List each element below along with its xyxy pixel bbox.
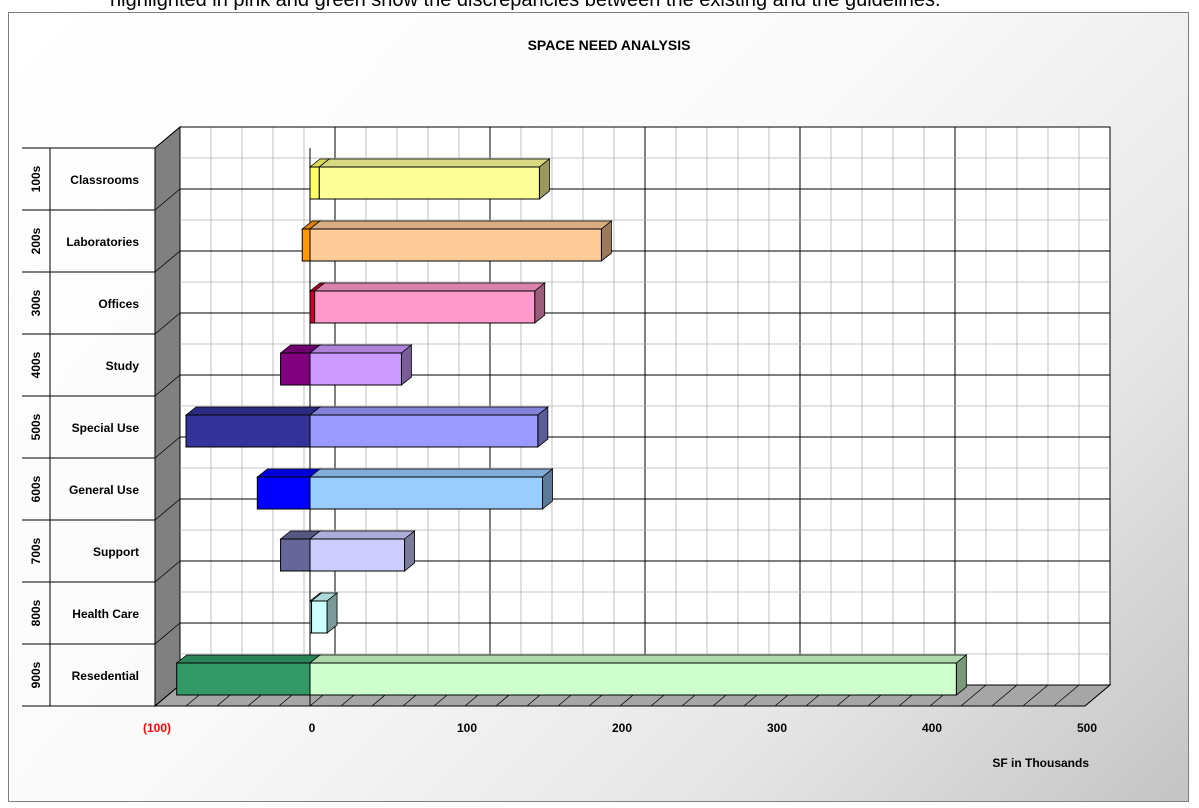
category-code-label: 400s: [29, 351, 43, 378]
x-axis-label: SF in Thousands: [992, 756, 1089, 770]
bars: [175, 158, 968, 696]
bar-front-face: [185, 414, 311, 448]
side-wall-separator: [154, 374, 181, 397]
bar-top-face: [256, 468, 322, 478]
bar-front-face: [314, 290, 536, 324]
x-tick-label: 0: [309, 721, 316, 735]
bar-front-face: [301, 228, 311, 262]
bar-segment-1: [184, 406, 322, 448]
bar-segment-2: [308, 530, 416, 572]
bar-segment-2: [310, 592, 339, 634]
category-code-label: 700s: [29, 537, 43, 564]
x-tick-label: (100): [143, 721, 171, 735]
bar-top-face: [308, 468, 554, 478]
bar-front-face: [309, 414, 539, 448]
category-code-label: 300s: [29, 289, 43, 316]
bar-segment-2: [313, 282, 546, 324]
caption-fragment: highlighted in pink and green show the d…: [0, 0, 1199, 12]
bar-top-face: [308, 406, 549, 416]
side-wall-separator: [154, 684, 181, 707]
category-code-label: 500s: [29, 413, 43, 440]
bar-top-face: [313, 282, 546, 292]
bar-top-face: [184, 406, 322, 416]
category-axis-table: 100s Classrooms 200s Laboratories 300s Office…: [22, 147, 155, 707]
floor-gridline: [991, 684, 1018, 707]
side-wall-separator: [154, 436, 181, 459]
category-name-label: Offices: [98, 297, 139, 311]
category-code-label: 100s: [29, 165, 43, 192]
bar-segment-1: [256, 468, 322, 510]
bar-segment-1: [175, 654, 322, 696]
category-code-label: 200s: [29, 227, 43, 254]
chart-title: SPACE NEED ANALYSIS: [528, 37, 691, 53]
bar-top-face: [308, 220, 613, 230]
x-tick-label: 200: [612, 721, 632, 735]
category-code-label: 600s: [29, 475, 43, 502]
gridlines: [154, 126, 1111, 707]
category-name-label: Classrooms: [70, 173, 139, 187]
bar-segment-2: [308, 344, 413, 386]
floor-gridline: [960, 684, 987, 707]
bar-front-face: [309, 538, 406, 572]
category-name-label: Laboratories: [66, 235, 139, 249]
bar-front-face: [309, 476, 543, 510]
bar-top-face: [308, 530, 416, 540]
bar-front-face: [280, 352, 311, 386]
bar-front-face: [318, 166, 540, 200]
bar-front-face: [256, 476, 311, 510]
side-wall: [154, 125, 181, 708]
bar-top-face: [308, 654, 968, 664]
bar-segment-2: [308, 406, 549, 448]
side-wall-separator: [154, 560, 181, 583]
x-tick-label: 400: [922, 721, 942, 735]
side-wall-separator: [154, 126, 181, 149]
bar-front-face: [280, 538, 311, 572]
side-wall-separator: [154, 188, 181, 211]
caption-text: highlighted in pink and green show the d…: [110, 0, 941, 11]
x-tick-label: 500: [1077, 721, 1097, 735]
side-wall-separator: [154, 312, 181, 335]
bar-segment-2: [318, 158, 551, 200]
bar-front-face: [311, 600, 328, 634]
bar-top-face: [175, 654, 322, 664]
category-name-label: Support: [93, 545, 139, 559]
x-axis-ticks: (100) 0 100 200 300 400 500: [143, 721, 1097, 735]
x-tick-label: 100: [457, 721, 477, 735]
bar-top-face: [318, 158, 551, 168]
category-name-label: Special Use: [72, 421, 140, 435]
floor-gridline: [1053, 684, 1080, 707]
category-code-label: 900s: [29, 661, 43, 688]
side-wall-separator: [154, 498, 181, 521]
bar-segment-2: [308, 468, 554, 510]
floor-gridline: [1084, 684, 1111, 707]
category-name-label: Resedential: [72, 669, 139, 683]
bar-segment-2: [308, 220, 613, 262]
bar-segment-2: [308, 654, 968, 696]
bar-front-face: [309, 166, 320, 200]
category-code-label: 800s: [29, 599, 43, 626]
x-tick-label: 300: [767, 721, 787, 735]
bar-front-face: [309, 662, 957, 696]
bar-front-face: [309, 352, 402, 386]
bar-top-face: [308, 344, 413, 354]
floor-gridline: [1022, 684, 1049, 707]
bar-front-face: [176, 662, 311, 696]
bar-front-face: [309, 290, 316, 324]
category-name-label: General Use: [69, 483, 139, 497]
category-name-label: Study: [106, 359, 140, 373]
bar-front-face: [309, 228, 602, 262]
side-wall-separator: [154, 622, 181, 645]
category-name-label: Health Care: [72, 607, 139, 621]
side-wall-separator: [154, 250, 181, 273]
